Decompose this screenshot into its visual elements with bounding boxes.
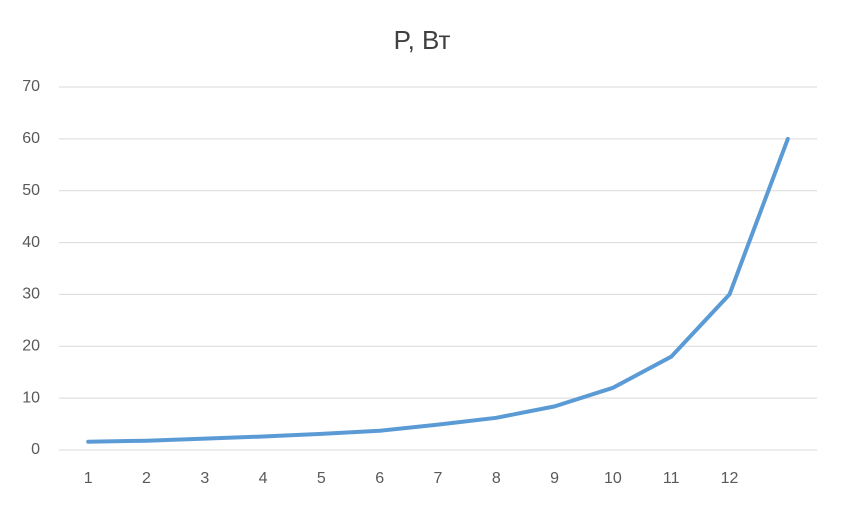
y-tick-label: 30 [22, 286, 40, 303]
y-tick-label: 60 [22, 130, 40, 147]
x-tick-label: 10 [604, 470, 622, 487]
x-tick-label: 5 [317, 470, 326, 487]
chart-title: P, Вт [394, 25, 451, 55]
x-tick-label: 11 [663, 470, 680, 487]
y-tick-label: 70 [22, 78, 40, 95]
y-tick-label: 0 [31, 441, 40, 458]
x-tick-label: 3 [200, 470, 209, 487]
data-line [86, 136, 790, 444]
x-tick-label: 2 [142, 470, 151, 487]
y-tick-label: 20 [22, 338, 40, 355]
x-tick-label: 8 [492, 470, 501, 487]
x-tick-label: 6 [375, 470, 384, 487]
x-tick-label: 1 [84, 470, 93, 487]
x-tick-label: 4 [259, 470, 268, 487]
y-tick-label: 40 [22, 234, 40, 251]
y-tick-label: 50 [22, 182, 40, 199]
x-tick-label: 7 [434, 470, 443, 487]
x-tick-label: 9 [550, 470, 559, 487]
y-tick-label: 10 [22, 389, 40, 406]
x-tick-label: 12 [721, 470, 739, 487]
